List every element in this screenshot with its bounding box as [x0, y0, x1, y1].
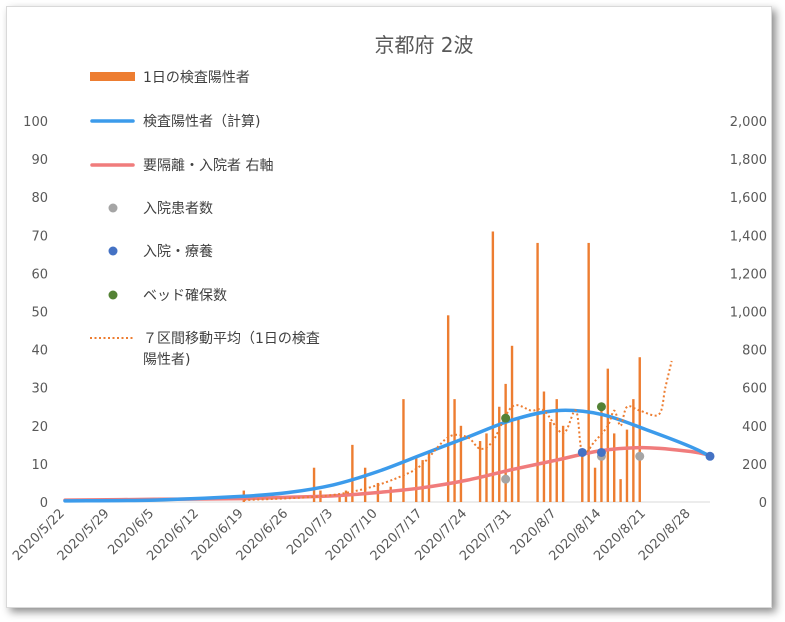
y-left-tick-label: 30: [31, 382, 48, 397]
y-right-tick-label: 0: [759, 496, 767, 511]
y-right-tick-label: 1,200: [730, 267, 767, 282]
hosp-care-dot: [577, 447, 587, 457]
daily-bar: [459, 425, 463, 502]
legend-label: 検査陽性者（計算): [143, 114, 260, 130]
daily-bar: [593, 467, 597, 502]
y-left-tick-label: 70: [31, 229, 48, 244]
daily-bar: [427, 452, 431, 502]
legend-label: 要隔離・入院者 右軸: [143, 157, 273, 174]
y-right-tick-label: 600: [742, 382, 767, 397]
daily-bar: [638, 357, 641, 502]
y-left-tick-label: 10: [31, 458, 48, 473]
daily-bar: [421, 460, 424, 502]
daily-bar: [606, 368, 610, 502]
daily-bar: [363, 467, 367, 502]
legend-label: ７区間移動平均（1日の検査: [143, 331, 320, 347]
daily-bar: [510, 345, 514, 502]
daily-bar: [581, 448, 584, 502]
daily-bars: [242, 231, 641, 503]
y-left-tick-label: 100: [23, 115, 48, 130]
daily-bar: [536, 242, 539, 503]
daily-bar: [415, 456, 418, 502]
legend-label: 入院患者数: [143, 201, 213, 217]
daily-bar: [587, 242, 590, 503]
daily-bar: [351, 444, 354, 502]
ma7-line: [243, 360, 673, 502]
legend-label: ベッド確保数: [143, 288, 227, 304]
daily-bar: [619, 479, 622, 502]
daily-bar: [555, 399, 558, 502]
series-lines: [63, 360, 712, 503]
y-left-tick-label: 60: [31, 267, 48, 282]
daily-bar: [485, 433, 488, 502]
chart-title: 京都府 2波: [374, 33, 473, 57]
chart-frame: [6, 6, 772, 608]
daily-bar: [446, 315, 450, 502]
legend-label: 1日の検査陽性者: [143, 70, 250, 86]
legend-swatch-dot: [108, 246, 118, 256]
y-left-tick-label: 0: [40, 496, 48, 511]
daily-bar: [632, 399, 635, 502]
beds-dot: [501, 413, 511, 423]
legend-swatch-dot: [108, 290, 118, 300]
daily-bar: [517, 418, 520, 502]
y-left-tick-label: 80: [31, 191, 48, 206]
y-right-tick-label: 200: [742, 458, 767, 473]
legend-swatch-bar: [90, 72, 135, 81]
daily-bar: [389, 486, 392, 502]
series-dots: [501, 402, 715, 484]
y-right-tick-label: 1,800: [730, 153, 767, 168]
hosp-care-dot: [705, 451, 715, 461]
daily-bar: [402, 399, 405, 502]
daily-bar: [478, 441, 482, 502]
daily-bar: [561, 425, 565, 502]
y-right-tick-label: 800: [742, 344, 767, 359]
y-left-tick-label: 50: [31, 306, 48, 321]
inpatients-dot: [501, 474, 511, 484]
daily-bar: [498, 406, 501, 502]
legend-label: 陽性者): [143, 352, 190, 368]
y-left-tick-label: 90: [31, 153, 48, 168]
daily-bar: [504, 383, 507, 502]
y-right-tick-label: 1,600: [730, 191, 767, 206]
y-right-tick-label: 1,400: [730, 229, 767, 244]
daily-bar: [312, 467, 316, 502]
daily-bar: [338, 494, 341, 502]
y-right-tick-label: 400: [742, 420, 767, 435]
axis-ticks: 0 10 20 30 40 50 60 70 80 90 100 0 200 400 600 800 1,000…: [10, 115, 767, 564]
y-right-tick-label: 2,000: [730, 115, 767, 130]
y-right-tick-label: 1,000: [730, 306, 767, 321]
beds-dot: [596, 402, 606, 412]
daily-bar: [542, 391, 546, 502]
legend-label: 入院・療養: [143, 243, 213, 260]
hosp-req-line: [63, 445, 712, 502]
inpatients-dot: [635, 451, 645, 461]
daily-bar: [453, 399, 456, 502]
hosp-care-dot: [596, 447, 606, 457]
daily-bar: [491, 231, 495, 503]
daily-bar: [625, 429, 629, 502]
legend-swatch-dot: [108, 203, 118, 213]
calc-line: [63, 408, 712, 503]
y-left-tick-label: 20: [31, 420, 48, 435]
daily-bar: [613, 433, 616, 502]
y-left-tick-label: 40: [31, 344, 48, 359]
